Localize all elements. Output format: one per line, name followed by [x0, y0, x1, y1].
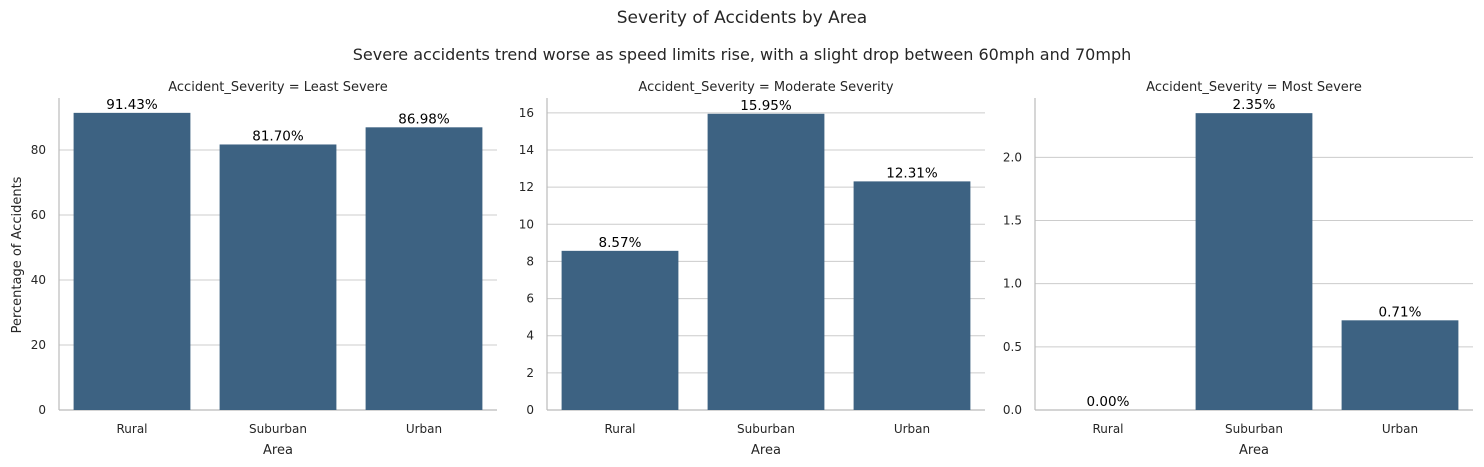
bar-data-label: 86.98%: [398, 111, 450, 127]
bar-data-label: 8.57%: [599, 235, 642, 251]
y-tick-label: 16: [519, 106, 534, 120]
bar-data-label: 15.95%: [740, 98, 792, 114]
facet-panel: 0.0 0.5 1.0 1.5 2.0 0.00% Rural 2.35% Suburban 0.…: [1003, 80, 1473, 458]
x-axis-label: Area: [1239, 443, 1269, 458]
y-tick-label: 2.0: [1003, 150, 1022, 164]
bar: [707, 113, 825, 411]
x-tick-label: Suburban: [249, 422, 307, 436]
bar-data-label: 0.00%: [1087, 394, 1130, 410]
panel-title: Accident_Severity = Most Severe: [1146, 80, 1362, 95]
bar: [853, 181, 971, 410]
x-tick-label: Rural: [116, 422, 147, 436]
y-tick-label: 60: [31, 208, 46, 222]
y-tick-label: 80: [31, 143, 46, 157]
x-axis-label: Area: [263, 443, 293, 458]
facet-panel: 0 20 40 60 80 91.43% Rural 81.70% Suburban 86.98%…: [31, 80, 497, 458]
bar: [561, 250, 679, 410]
x-tick-label: Rural: [1092, 422, 1123, 436]
panel-title: Accident_Severity = Least Severe: [168, 80, 387, 95]
x-tick-label: Urban: [894, 422, 930, 436]
x-tick-label: Urban: [1382, 422, 1418, 436]
x-axis-label: Area: [751, 443, 781, 458]
bar: [219, 144, 337, 410]
y-tick-label: 40: [31, 273, 46, 287]
x-tick-label: Suburban: [737, 422, 795, 436]
bar-data-label: 0.71%: [1379, 304, 1422, 320]
facet-panel: 0 2 4 6 8 10 12 14 16 8.57% Rural 15.95% Suburban 12.…: [519, 80, 985, 458]
bar-data-label: 81.70%: [252, 128, 304, 144]
y-tick-label: 0: [38, 403, 46, 417]
panel-title: Accident_Severity = Moderate Severity: [638, 80, 893, 95]
chart-title: Severity of Accidents by Area: [617, 8, 867, 28]
x-tick-label: Rural: [604, 422, 635, 436]
chart-subtitle: Severe accidents trend worse as speed li…: [353, 45, 1131, 64]
y-tick-label: 14: [519, 143, 534, 157]
facet-panels: 02040608091.43%Rural81.70%Suburban86.98%…: [31, 80, 1473, 458]
y-tick-label: 0.5: [1003, 340, 1022, 354]
bar: [73, 112, 191, 410]
y-tick-label: 2: [526, 366, 534, 380]
x-tick-label: Urban: [406, 422, 442, 436]
bar: [1195, 113, 1313, 410]
bar-data-label: 2.35%: [1233, 97, 1276, 113]
y-axis-label: Percentage of Accidents: [10, 176, 25, 333]
y-tick-label: 6: [526, 292, 534, 306]
y-tick-label: 4: [526, 329, 534, 343]
x-tick-label: Suburban: [1225, 422, 1283, 436]
y-tick-label: 12: [519, 180, 534, 194]
y-tick-label: 0: [526, 403, 534, 417]
y-tick-label: 10: [519, 217, 534, 231]
y-tick-label: 1.5: [1003, 214, 1022, 228]
y-tick-label: 1.0: [1003, 277, 1022, 291]
y-tick-label: 20: [31, 338, 46, 352]
y-tick-label: 0.0: [1003, 403, 1022, 417]
bar: [365, 127, 483, 410]
y-tick-label: 8: [526, 254, 534, 268]
bar-data-label: 91.43%: [106, 97, 158, 113]
bar: [1341, 320, 1459, 410]
bar-data-label: 12.31%: [886, 165, 938, 181]
